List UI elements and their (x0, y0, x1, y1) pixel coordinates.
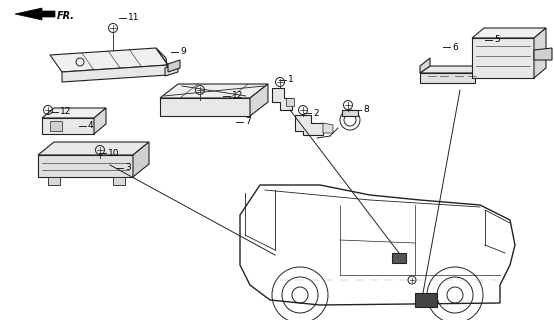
Polygon shape (42, 118, 94, 134)
Polygon shape (420, 66, 485, 73)
Polygon shape (250, 84, 268, 116)
Polygon shape (156, 48, 168, 75)
Polygon shape (160, 84, 268, 98)
Polygon shape (113, 177, 125, 185)
Text: 3: 3 (125, 164, 131, 172)
Polygon shape (286, 98, 294, 106)
Text: 11: 11 (128, 13, 140, 22)
Polygon shape (38, 142, 149, 155)
Text: 8: 8 (363, 106, 369, 115)
Polygon shape (272, 88, 292, 110)
Text: 4: 4 (88, 122, 94, 131)
Text: 7: 7 (245, 117, 251, 126)
Text: 6: 6 (452, 43, 458, 52)
Polygon shape (62, 65, 168, 82)
Polygon shape (15, 8, 55, 20)
Polygon shape (94, 108, 106, 134)
Polygon shape (38, 155, 133, 177)
Text: 2: 2 (313, 108, 319, 117)
Polygon shape (165, 64, 178, 76)
Text: 5: 5 (494, 36, 500, 44)
Polygon shape (472, 28, 546, 38)
Polygon shape (534, 48, 552, 60)
Polygon shape (534, 28, 546, 78)
Polygon shape (420, 58, 430, 73)
Text: FR.: FR. (57, 11, 75, 21)
Text: 12: 12 (60, 108, 71, 116)
Polygon shape (472, 38, 534, 78)
Polygon shape (240, 185, 515, 305)
Polygon shape (168, 60, 180, 72)
Polygon shape (42, 108, 106, 118)
Text: 10: 10 (108, 148, 120, 157)
Polygon shape (160, 98, 250, 116)
Polygon shape (420, 73, 475, 83)
Polygon shape (323, 123, 333, 133)
Text: 9: 9 (180, 47, 186, 57)
Polygon shape (48, 177, 60, 185)
Polygon shape (50, 48, 168, 72)
Polygon shape (342, 110, 358, 116)
Text: 12: 12 (232, 92, 243, 100)
Text: 1: 1 (288, 76, 294, 84)
Polygon shape (392, 253, 406, 263)
Polygon shape (415, 293, 437, 307)
Polygon shape (133, 142, 149, 177)
Polygon shape (50, 121, 62, 131)
Polygon shape (295, 115, 323, 135)
